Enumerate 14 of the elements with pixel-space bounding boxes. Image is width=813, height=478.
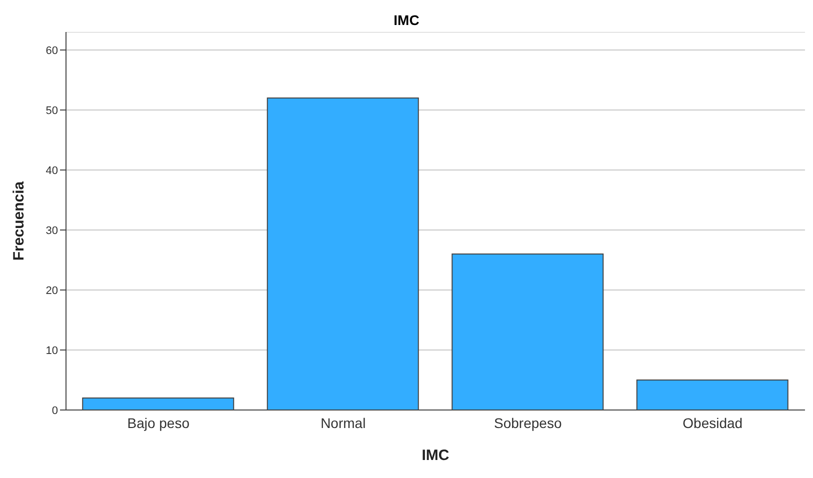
x-tick-label: Bajo peso	[127, 414, 190, 431]
x-tick-label: Obesidad	[682, 414, 743, 431]
y-tick-label: 10	[46, 344, 58, 357]
x-axis-title: IMC	[422, 447, 450, 464]
y-tick-label: 0	[52, 404, 58, 417]
y-tick-label: 40	[46, 164, 58, 177]
y-tick-label: 20	[46, 284, 58, 297]
chart-title: IMC	[392, 11, 420, 30]
x-tick-label: Normal	[320, 414, 366, 431]
y-tick-label: 30	[46, 224, 58, 237]
y-tick-label: 60	[46, 44, 58, 57]
y-axis-title: Frecuencia	[10, 180, 28, 261]
x-tick-label: Sobrepeso	[494, 414, 562, 431]
y-tick-label: 50	[46, 104, 58, 117]
